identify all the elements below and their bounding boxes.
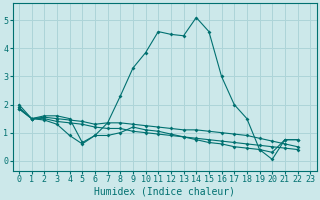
X-axis label: Humidex (Indice chaleur): Humidex (Indice chaleur) (94, 187, 235, 197)
